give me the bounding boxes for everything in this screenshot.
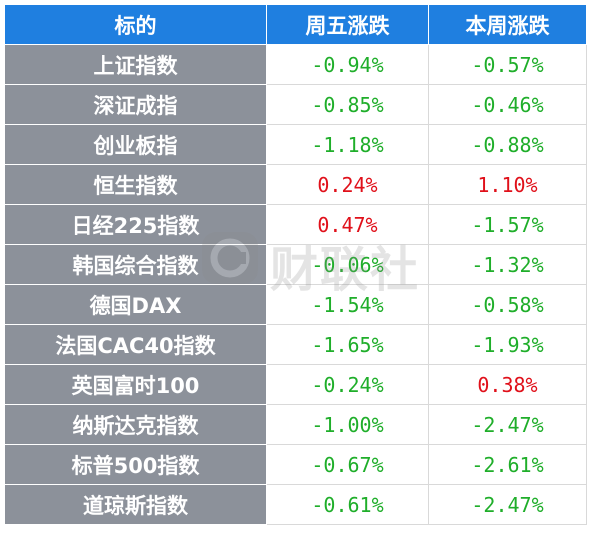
friday-change-value: 0.24% (266, 164, 429, 205)
header-friday-change: 周五涨跌 (266, 4, 429, 45)
friday-change-value: -0.85% (266, 84, 429, 125)
friday-change-value: -0.94% (266, 44, 429, 85)
friday-change-value: -0.61% (266, 484, 429, 525)
week-change-value: -0.88% (428, 124, 587, 165)
friday-change-value: 0.47% (266, 204, 429, 245)
index-name: 韩国综合指数 (4, 244, 267, 285)
week-change-value: -1.93% (428, 324, 587, 365)
table-row: 深证成指 -0.85% -0.46% (4, 84, 587, 125)
friday-change-value: -0.24% (266, 364, 429, 405)
friday-change-value: -1.54% (266, 284, 429, 325)
index-name: 道琼斯指数 (4, 484, 267, 525)
table-row: 标普500指数 -0.67% -2.61% (4, 444, 587, 485)
table-row: 恒生指数 0.24% 1.10% (4, 164, 587, 205)
table-header-row: 标的 周五涨跌 本周涨跌 (4, 4, 587, 45)
friday-change-value: -1.18% (266, 124, 429, 165)
friday-change-value: -0.67% (266, 444, 429, 485)
week-change-value: -0.57% (428, 44, 587, 85)
week-change-value: -0.58% (428, 284, 587, 325)
market-index-table: 标的 周五涨跌 本周涨跌 上证指数 -0.94% -0.57% 深证成指 -0.85% -… (4, 4, 587, 525)
table-row: 法国CAC40指数 -1.65% -1.93% (4, 324, 587, 365)
index-name: 恒生指数 (4, 164, 267, 205)
table-row: 韩国综合指数 -0.06% -1.32% (4, 244, 587, 285)
week-change-value: -2.47% (428, 404, 587, 445)
index-name: 深证成指 (4, 84, 267, 125)
index-name: 德国DAX (4, 284, 267, 325)
friday-change-value: -0.06% (266, 244, 429, 285)
index-name: 上证指数 (4, 44, 267, 85)
week-change-value: -2.47% (428, 484, 587, 525)
table-row: 创业板指 -1.18% -0.88% (4, 124, 587, 165)
index-name: 英国富时100 (4, 364, 267, 405)
friday-change-value: -1.00% (266, 404, 429, 445)
header-name: 标的 (4, 4, 267, 45)
week-change-value: -2.61% (428, 444, 587, 485)
market-table-container: 标的 周五涨跌 本周涨跌 上证指数 -0.94% -0.57% 深证成指 -0.85% -… (4, 4, 587, 525)
index-name: 日经225指数 (4, 204, 267, 245)
week-change-value: -0.46% (428, 84, 587, 125)
table-row: 德国DAX -1.54% -0.58% (4, 284, 587, 325)
friday-change-value: -1.65% (266, 324, 429, 365)
week-change-value: -1.32% (428, 244, 587, 285)
table-row: 纳斯达克指数 -1.00% -2.47% (4, 404, 587, 445)
index-name: 纳斯达克指数 (4, 404, 267, 445)
week-change-value: -1.57% (428, 204, 587, 245)
index-name: 创业板指 (4, 124, 267, 165)
table-row: 英国富时100 -0.24% 0.38% (4, 364, 587, 405)
index-name: 法国CAC40指数 (4, 324, 267, 365)
table-row: 日经225指数 0.47% -1.57% (4, 204, 587, 245)
week-change-value: 0.38% (428, 364, 587, 405)
week-change-value: 1.10% (428, 164, 587, 205)
table-row: 道琼斯指数 -0.61% -2.47% (4, 484, 587, 525)
header-week-change: 本周涨跌 (428, 4, 587, 45)
table-row: 上证指数 -0.94% -0.57% (4, 44, 587, 85)
index-name: 标普500指数 (4, 444, 267, 485)
